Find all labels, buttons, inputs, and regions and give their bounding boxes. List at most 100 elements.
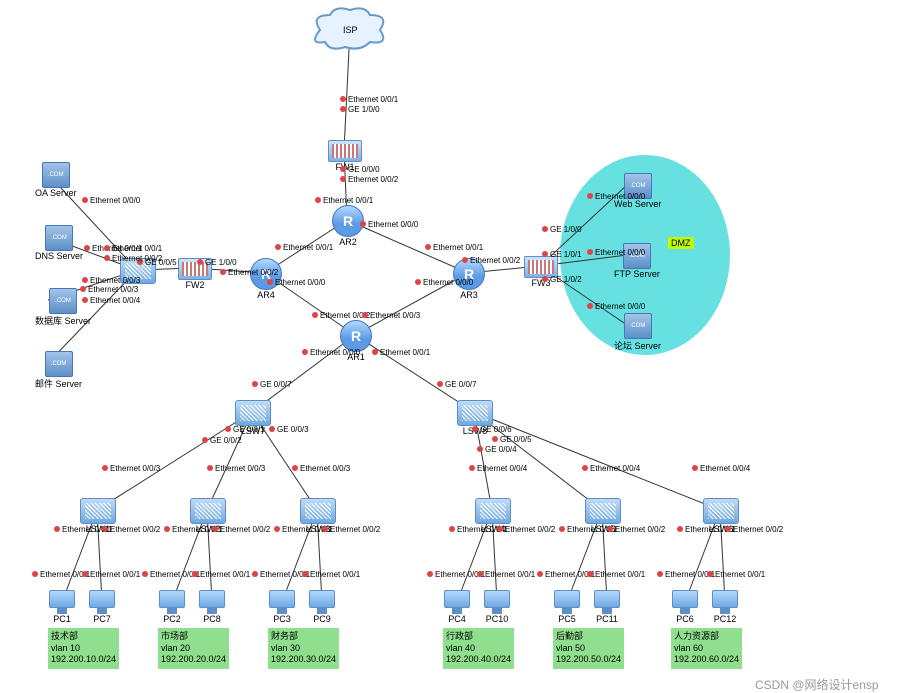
node-pc3[interactable]: PC3 bbox=[268, 590, 296, 624]
port-dot bbox=[340, 166, 346, 172]
port-dot bbox=[725, 526, 731, 532]
port-dot bbox=[559, 526, 565, 532]
port-label: Ethernet 0/0/2 bbox=[733, 525, 783, 534]
network-diagram: ISPFW1RAR2RAR4RAR3RAR1FW2FW3.COMOA Serve… bbox=[0, 0, 899, 693]
port-dot bbox=[427, 571, 433, 577]
dept-box: 财务部vlan 30192.200.30.0/24 bbox=[268, 628, 339, 669]
port-label: Ethernet 0/0/4 bbox=[700, 464, 750, 473]
port-dot bbox=[542, 276, 548, 282]
port-dot bbox=[542, 251, 548, 257]
port-dot bbox=[302, 349, 308, 355]
node-label: PC10 bbox=[486, 614, 509, 624]
node-pc5[interactable]: PC5 bbox=[553, 590, 581, 624]
port-dot bbox=[362, 312, 368, 318]
port-dot bbox=[212, 526, 218, 532]
node-pc11[interactable]: PC11 bbox=[593, 590, 621, 624]
node-label: PC12 bbox=[714, 614, 737, 624]
port-dot bbox=[252, 571, 258, 577]
port-label: GE 0/0/7 bbox=[260, 380, 292, 389]
node-label: PC9 bbox=[313, 614, 331, 624]
dept-box: 技术部vlan 10192.200.10.0/24 bbox=[48, 628, 119, 669]
port-label: GE 0/0/7 bbox=[445, 380, 477, 389]
port-dot bbox=[657, 571, 663, 577]
dmz-label: DMZ bbox=[668, 237, 694, 249]
router-icon: R bbox=[332, 205, 364, 237]
port-label: Ethernet 0/0/0 bbox=[90, 196, 140, 205]
server-icon: .COM bbox=[45, 225, 73, 251]
node-pc1[interactable]: PC1 bbox=[48, 590, 76, 624]
port-label: Ethernet 0/0/2 bbox=[228, 268, 278, 277]
port-label: Ethernet 0/0/2 bbox=[348, 175, 398, 184]
dept-box: 人力资源部vlan 60192.200.60.0/24 bbox=[671, 628, 742, 669]
port-dot bbox=[582, 465, 588, 471]
node-pc8[interactable]: PC8 bbox=[198, 590, 226, 624]
watermark: CSDN @网络设计ensp bbox=[755, 676, 879, 693]
port-dot bbox=[340, 96, 346, 102]
port-label: Ethernet 0/0/4 bbox=[590, 464, 640, 473]
port-dot bbox=[252, 381, 258, 387]
node-ar2[interactable]: RAR2 bbox=[332, 205, 364, 247]
port-label: GE 0/0/3 bbox=[277, 425, 309, 434]
node-pc10[interactable]: PC10 bbox=[483, 590, 511, 624]
port-label: Ethernet 0/0/1 bbox=[380, 348, 430, 357]
port-dot bbox=[104, 245, 110, 251]
port-label: Ethernet 0/0/3 bbox=[88, 285, 138, 294]
pc-icon bbox=[593, 590, 621, 614]
port-dot bbox=[312, 312, 318, 318]
dept-box: 后勤部vlan 50192.200.50.0/24 bbox=[553, 628, 624, 669]
node-pc2[interactable]: PC2 bbox=[158, 590, 186, 624]
node-pc6[interactable]: PC6 bbox=[671, 590, 699, 624]
node-forum[interactable]: .COM论坛 Server bbox=[614, 313, 661, 352]
node-web[interactable]: .COMWeb Server bbox=[614, 173, 661, 209]
port-label: Ethernet 0/0/0 bbox=[595, 192, 645, 201]
port-label: GE 1/0/0 bbox=[205, 258, 237, 267]
port-dot bbox=[220, 269, 226, 275]
node-mail[interactable]: .COM邮件 Server bbox=[35, 351, 82, 390]
port-label: Ethernet 0/0/1 bbox=[348, 95, 398, 104]
pc-icon bbox=[671, 590, 699, 614]
port-dot bbox=[340, 176, 346, 182]
port-label: GE 1/0/1 bbox=[550, 250, 582, 259]
port-label: Ethernet 0/0/3 bbox=[110, 464, 160, 473]
node-pc7[interactable]: PC7 bbox=[88, 590, 116, 624]
port-label: Ethernet 0/0/1 bbox=[715, 570, 765, 579]
port-label: Ethernet 0/0/0 bbox=[423, 278, 473, 287]
port-dot bbox=[415, 279, 421, 285]
port-dot bbox=[275, 244, 281, 250]
port-label: Ethernet 0/0/3 bbox=[90, 276, 140, 285]
port-label: Ethernet 0/0/2 bbox=[470, 256, 520, 265]
port-label: Ethernet 0/0/0 bbox=[595, 248, 645, 257]
fw-icon bbox=[328, 140, 362, 162]
port-dot bbox=[477, 446, 483, 452]
port-label: Ethernet 0/0/2 bbox=[110, 525, 160, 534]
isp-label: ISP bbox=[343, 25, 358, 35]
port-dot bbox=[32, 571, 38, 577]
port-dot bbox=[192, 571, 198, 577]
node-db[interactable]: .COM数据库 Server bbox=[35, 288, 91, 327]
port-dot bbox=[225, 426, 231, 432]
port-dot bbox=[292, 465, 298, 471]
node-label: PC11 bbox=[596, 614, 618, 624]
port-dot bbox=[692, 465, 698, 471]
port-label: Ethernet 0/0/3 bbox=[370, 311, 420, 320]
node-pc9[interactable]: PC9 bbox=[308, 590, 336, 624]
port-label: Ethernet 0/0/2 bbox=[330, 525, 380, 534]
pc-icon bbox=[198, 590, 226, 614]
port-label: Ethernet 0/0/0 bbox=[310, 348, 360, 357]
node-label: 论坛 Server bbox=[614, 339, 661, 352]
port-dot bbox=[142, 571, 148, 577]
port-label: Ethernet 0/0/0 bbox=[368, 220, 418, 229]
node-oa[interactable]: .COMOA Server bbox=[35, 162, 77, 198]
node-label: PC5 bbox=[558, 614, 576, 624]
port-dot bbox=[587, 249, 593, 255]
node-pc12[interactable]: PC12 bbox=[711, 590, 739, 624]
port-label: Ethernet 0/0/1 bbox=[200, 570, 250, 579]
node-pc4[interactable]: PC4 bbox=[443, 590, 471, 624]
pc-icon bbox=[711, 590, 739, 614]
node-label: 邮件 Server bbox=[35, 377, 82, 390]
port-label: GE 0/0/0 bbox=[348, 165, 380, 174]
port-dot bbox=[269, 426, 275, 432]
node-dns[interactable]: .COMDNS Server bbox=[35, 225, 83, 261]
port-dot bbox=[607, 526, 613, 532]
port-label: Ethernet 0/0/2 bbox=[112, 254, 162, 263]
